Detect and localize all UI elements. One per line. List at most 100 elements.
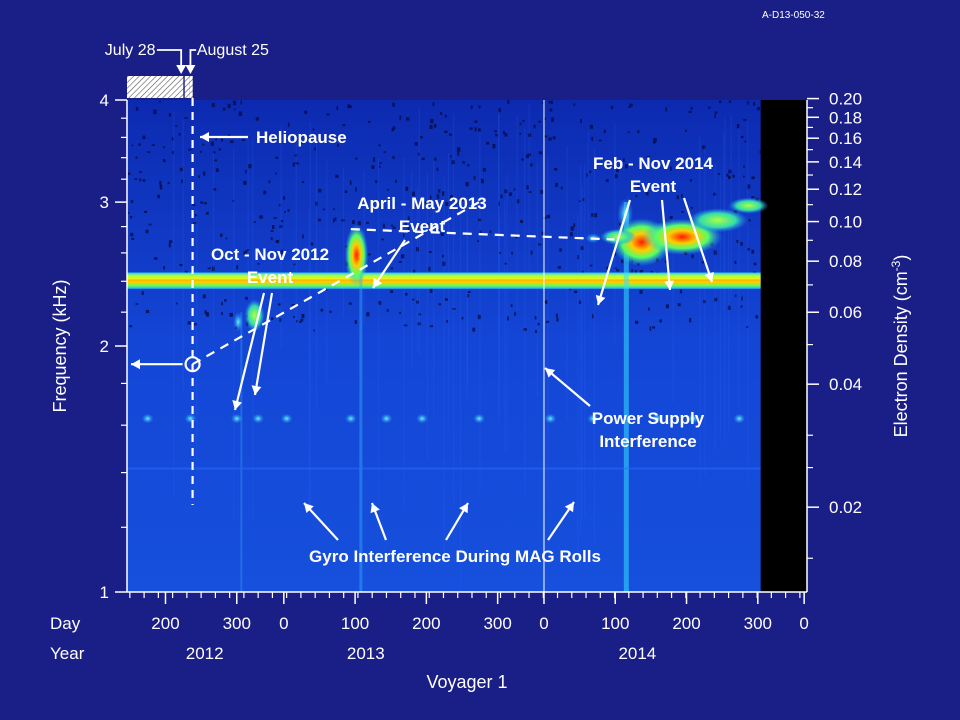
noise-speck <box>159 184 163 190</box>
noise-speck <box>179 263 183 267</box>
noise-speck <box>577 254 579 260</box>
power-supply-label-2: Interference <box>599 432 696 451</box>
noise-speck <box>462 161 465 164</box>
noise-speck <box>691 254 694 259</box>
noise-speck <box>552 136 556 140</box>
y-tick-label-left: 4 <box>100 91 109 110</box>
noise-speck <box>708 106 711 109</box>
noise-streak <box>719 171 722 438</box>
noise-speck <box>381 238 384 241</box>
noise-speck <box>414 142 418 146</box>
noise-speck <box>748 219 751 222</box>
noise-speck <box>621 259 624 264</box>
noise-speck <box>405 117 410 121</box>
noise-speck <box>747 101 750 105</box>
noise-speck <box>275 172 277 175</box>
noise-speck <box>206 312 209 317</box>
noise-speck <box>726 173 729 177</box>
noise-speck <box>498 108 501 113</box>
noise-speck <box>386 188 389 191</box>
noise-speck <box>477 128 481 132</box>
event-arrow <box>253 292 274 396</box>
noise-speck <box>404 222 407 226</box>
noise-speck <box>398 261 402 263</box>
noise-streak <box>593 148 596 543</box>
noise-speck <box>270 237 273 241</box>
noise-speck <box>275 156 278 159</box>
noise-speck <box>390 267 393 270</box>
noise-speck <box>412 298 415 301</box>
noise-speck <box>415 247 420 252</box>
noise-speck <box>453 199 456 201</box>
noise-speck <box>479 230 482 234</box>
noise-speck <box>645 191 649 196</box>
noise-speck <box>219 233 223 237</box>
arrow-head <box>232 400 243 410</box>
noise-speck <box>445 202 449 206</box>
noise-speck <box>403 324 408 327</box>
noise-speck <box>728 169 732 174</box>
noise-speck <box>578 200 581 203</box>
noise-speck <box>417 152 420 156</box>
noise-speck <box>527 133 532 137</box>
noise-speck <box>519 220 524 224</box>
noise-speck <box>392 226 396 229</box>
noise-speck <box>452 308 456 310</box>
noise-speck <box>314 147 316 151</box>
noise-speck <box>405 292 408 296</box>
noise-speck <box>293 316 295 318</box>
noise-speck <box>233 108 236 111</box>
noise-speck <box>310 242 314 246</box>
july-marker <box>156 49 183 68</box>
noise-speck <box>485 142 490 145</box>
noise-speck <box>456 147 461 152</box>
noise-speck <box>530 163 533 167</box>
noise-speck <box>130 215 133 219</box>
august-label: August 25 <box>197 42 269 59</box>
noise-speck <box>245 296 248 300</box>
noise-speck <box>130 232 134 237</box>
event-label-line2: Event <box>399 217 446 236</box>
noise-speck <box>146 151 151 153</box>
noise-speck <box>591 136 594 141</box>
gyro-mark <box>686 413 699 424</box>
noise-speck <box>533 124 536 129</box>
noise-speck <box>504 262 508 265</box>
noise-speck <box>428 266 431 272</box>
noise-speck <box>627 131 630 133</box>
noise-speck <box>547 215 550 218</box>
noise-speck <box>474 127 477 132</box>
plot-area <box>127 100 807 592</box>
noise-speck <box>702 145 706 150</box>
noise-speck <box>255 117 259 121</box>
x-tick-label: 200 <box>672 614 700 633</box>
noise-speck <box>690 106 693 110</box>
noise-speck <box>519 122 522 126</box>
noise-speck <box>740 305 743 308</box>
noise-speck <box>271 317 274 321</box>
noise-streak <box>447 152 450 429</box>
y-tick-label-right: 0.18 <box>829 108 862 127</box>
noise-speck <box>495 134 498 137</box>
noise-speck <box>224 299 227 302</box>
y-tick-label-right: 0.14 <box>829 153 862 172</box>
noise-streak <box>479 131 481 493</box>
noise-speck <box>193 222 197 224</box>
noise-speck <box>411 191 415 197</box>
arrow-head <box>370 503 380 514</box>
noise-speck <box>399 311 401 314</box>
noise-speck <box>320 308 324 312</box>
noise-speck <box>744 140 747 143</box>
noise-speck <box>573 223 576 228</box>
noise-speck <box>639 289 643 294</box>
noise-speck <box>736 240 739 243</box>
noise-speck <box>315 201 318 206</box>
noise-speck <box>238 111 243 116</box>
event-label-line1: Oct - Nov 2012 <box>211 245 329 264</box>
x-tick-label: 200 <box>151 614 179 633</box>
noise-speck <box>473 175 476 180</box>
noise-speck <box>204 310 207 315</box>
noise-speck <box>416 300 419 304</box>
noise-speck <box>215 137 218 141</box>
arrow-head <box>185 65 196 74</box>
